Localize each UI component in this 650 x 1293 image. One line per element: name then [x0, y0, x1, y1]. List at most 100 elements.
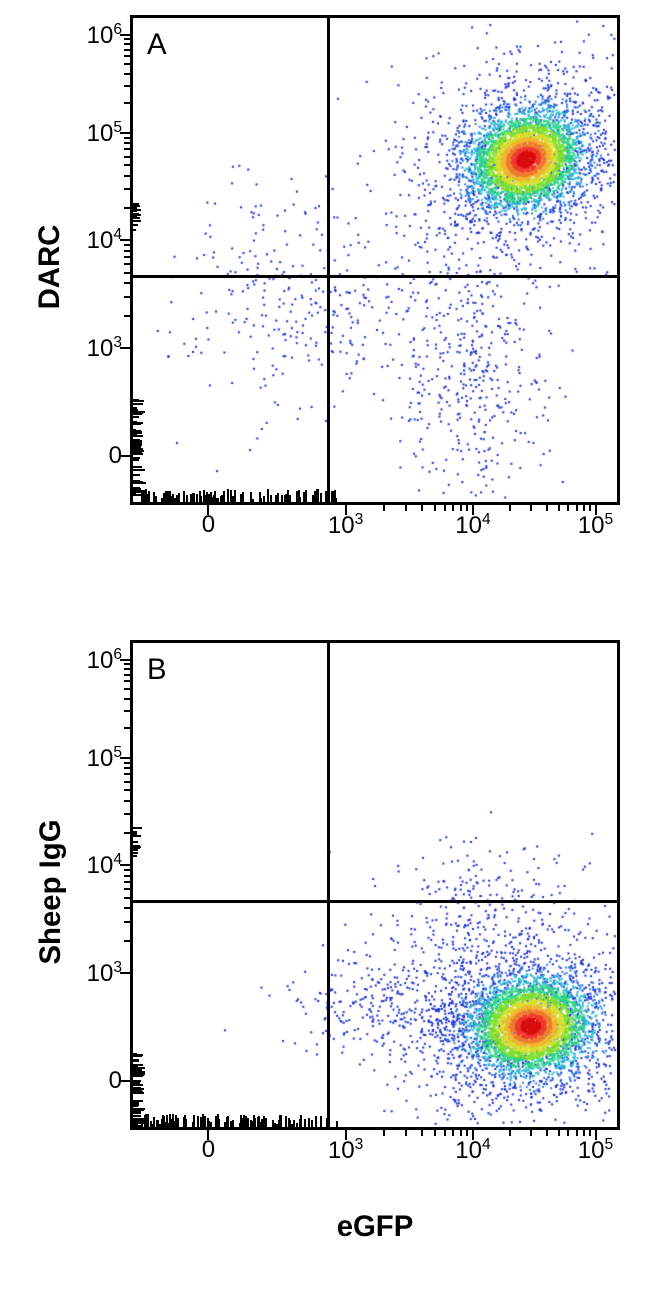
y-rug-mark — [133, 855, 137, 857]
y-rug-mark — [133, 1054, 143, 1056]
y-tick-major — [120, 34, 130, 36]
y-tick-major — [120, 757, 130, 759]
y-tick-minor — [124, 73, 130, 75]
x-rug-mark — [326, 492, 328, 502]
x-rug-mark — [199, 491, 201, 502]
x-rug-mark — [153, 492, 155, 502]
y-tick-minor — [124, 710, 130, 712]
x-rug-mark — [210, 1122, 212, 1127]
y-rug-mark — [133, 434, 137, 436]
x-tick-minor — [546, 505, 548, 511]
y-tick-minor — [124, 767, 130, 769]
y-rug-mark — [133, 400, 143, 402]
x-tick-major — [207, 505, 209, 515]
y-tick-label: 106 — [60, 646, 122, 675]
y-rug-mark — [133, 1122, 139, 1124]
y-tick-minor — [124, 781, 130, 783]
x-rug-mark — [293, 1120, 295, 1127]
x-rug-mark — [234, 490, 236, 502]
y-rug-mark — [133, 490, 141, 492]
x-rug-mark — [147, 1114, 149, 1127]
y-tick-major — [120, 455, 130, 457]
y-tick-minor — [124, 762, 130, 764]
y-rug-mark — [133, 849, 138, 851]
x-rug-mark — [240, 1123, 242, 1127]
x-tick-minor — [546, 1130, 548, 1136]
y-tick-minor — [124, 296, 130, 298]
x-rug-mark — [334, 491, 336, 502]
y-tick-minor — [124, 43, 130, 45]
x-tick-minor — [460, 505, 462, 511]
y-tick-major — [120, 972, 130, 974]
y-tick-minor — [124, 156, 130, 158]
x-tick-minor — [421, 1130, 423, 1136]
y-tick-minor — [124, 698, 130, 700]
x-tick-label: 104 — [445, 511, 501, 540]
x-rug-mark — [171, 1119, 173, 1127]
y-tick-minor — [124, 272, 130, 274]
x-tick-minor — [576, 505, 578, 511]
x-rug-mark — [277, 493, 279, 502]
x-tick-minor — [434, 1130, 436, 1136]
y-tick-minor — [124, 789, 130, 791]
x-tick-minor — [583, 505, 585, 511]
y-tick-minor — [124, 63, 130, 65]
x-rug-mark — [288, 498, 290, 502]
scatter-canvas-a — [133, 18, 617, 502]
y-tick-minor — [124, 773, 130, 775]
y-tick-minor — [124, 832, 130, 834]
y-tick-minor — [124, 263, 130, 265]
y-tick-minor — [124, 85, 130, 87]
x-rug-mark — [206, 492, 208, 502]
x-tick-minor — [452, 505, 454, 511]
x-tick-minor — [421, 505, 423, 511]
x-tick-minor — [558, 505, 560, 511]
x-tick-major — [207, 1130, 209, 1140]
panel-letter-a: A — [147, 28, 167, 62]
x-tick-label: 104 — [445, 1136, 501, 1165]
y-tick-minor — [124, 668, 130, 670]
y-tick-major — [120, 132, 130, 134]
y-tick-minor — [124, 869, 130, 871]
x-rug-mark — [176, 495, 178, 502]
y-rug-mark — [133, 1104, 137, 1106]
x-tick-minor — [589, 505, 591, 511]
x-rug-mark — [177, 1118, 179, 1127]
x-rug-mark — [331, 491, 333, 502]
x-rug-mark — [156, 1120, 158, 1127]
x-tick-minor — [509, 1130, 511, 1136]
x-rug-mark — [263, 1116, 265, 1127]
scatter-canvas-b — [133, 643, 617, 1127]
y-tick-label: 0 — [60, 1067, 122, 1095]
x-rug-mark — [320, 1116, 322, 1127]
y-rug-mark — [133, 407, 137, 409]
y-tick-minor — [124, 813, 130, 815]
x-axis-label-global: eGFP — [130, 1210, 620, 1244]
x-rug-mark — [274, 1123, 276, 1127]
y-rug-mark — [133, 430, 141, 432]
x-rug-mark — [281, 495, 283, 502]
y-rug-mark — [133, 1115, 141, 1117]
y-tick-minor — [124, 164, 130, 166]
y-rug-mark — [133, 423, 141, 425]
y-tick-label: 104 — [60, 226, 122, 255]
x-rug-mark — [175, 1115, 177, 1127]
x-rug-mark — [252, 499, 254, 502]
y-tick-label: 103 — [60, 334, 122, 363]
y-tick-minor — [124, 680, 130, 682]
x-tick-minor — [530, 505, 532, 511]
y-tick-minor — [124, 315, 130, 317]
x-rug-mark — [280, 1115, 282, 1127]
y-rug-mark — [133, 440, 142, 442]
x-tick-minor — [583, 1130, 585, 1136]
y-tick-major — [120, 864, 130, 866]
x-rug-mark — [159, 1124, 161, 1127]
x-rug-mark — [328, 1123, 330, 1127]
x-rug-mark — [243, 1115, 245, 1127]
x-tick-minor — [383, 505, 385, 511]
x-tick-minor — [466, 1130, 468, 1136]
x-tick-minor — [567, 505, 569, 511]
x-rug-mark — [230, 490, 232, 502]
y-tick-minor — [124, 137, 130, 139]
x-tick-major — [595, 1130, 597, 1140]
